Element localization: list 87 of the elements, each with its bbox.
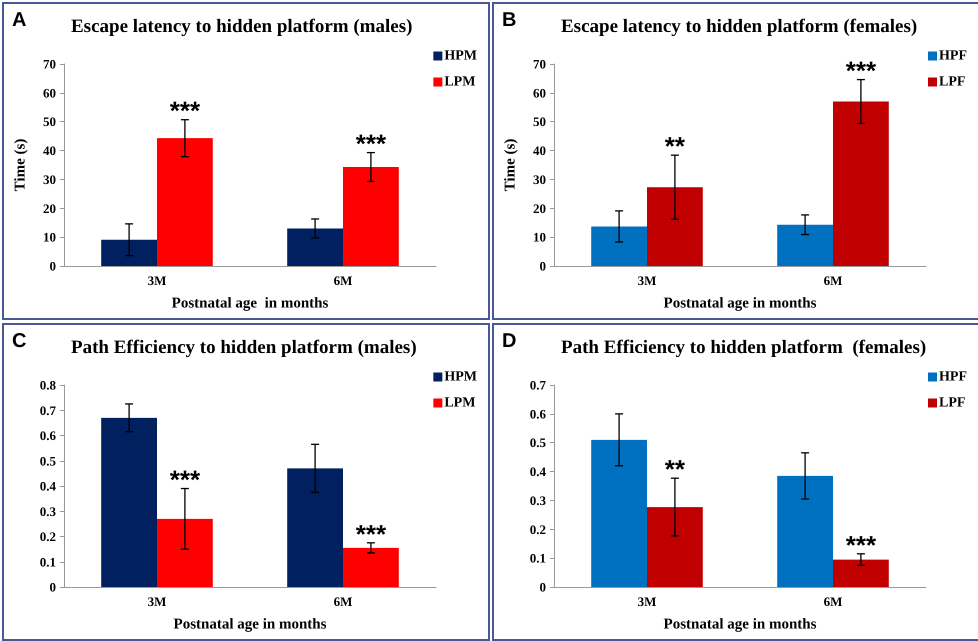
y-tick-label: 0.6 (530, 406, 546, 422)
bar (833, 102, 889, 266)
bar (647, 187, 703, 266)
y-tick-label: 0.5 (530, 435, 546, 450)
y-tick-label: 0.2 (40, 529, 56, 544)
annotation: ** (664, 454, 686, 484)
x-axis-title: Postnatal age in months (664, 616, 817, 632)
annotation: *** (846, 56, 877, 86)
y-tick-label: 0.2 (530, 522, 546, 537)
annotation: *** (846, 530, 877, 560)
y-tick-label: 60 (533, 85, 546, 100)
bar (157, 138, 213, 266)
x-tick-label: 6M (334, 594, 352, 609)
y-tick-label: 70 (43, 56, 56, 72)
y-tick-label: 40 (533, 143, 546, 158)
x-tick-label: 6M (824, 273, 842, 288)
y-tick-label: 30 (533, 172, 546, 187)
text: D (502, 330, 516, 352)
y-tick-label: 10 (533, 230, 546, 245)
y-tick-label: 0.6 (40, 428, 56, 443)
bar (157, 518, 213, 587)
y-tick-label: 0 (540, 258, 546, 274)
y-tick-label: 20 (533, 200, 546, 216)
annotation: *** (356, 128, 387, 159)
legend-label: LPF (939, 396, 966, 410)
bar (591, 440, 647, 587)
text: A (12, 9, 26, 31)
y-tick-label: 40 (43, 143, 56, 158)
annotation: *** (170, 464, 201, 495)
y-tick-label: 0.7 (530, 378, 546, 392)
y-axis-title: Time (s) (12, 138, 28, 192)
bar (287, 228, 343, 266)
y-tick-label: 0 (50, 258, 56, 274)
y-tick-label: 0.4 (40, 478, 56, 494)
y-tick-label: 50 (43, 114, 56, 130)
bar (777, 476, 833, 587)
x-tick-label: 3M (148, 594, 166, 609)
x-axis-title: Postnatal age in months (172, 296, 328, 312)
y-tick-label: 0.7 (40, 402, 56, 418)
bar (833, 560, 889, 587)
chart-title: Escape latency to hidden platform (females) (561, 16, 918, 37)
text: C (12, 330, 26, 352)
chart-title: Escape latency to hidden platform (males) (71, 16, 412, 37)
x-tick-label: 6M (334, 273, 352, 288)
y-tick-label: 0.4 (530, 464, 546, 480)
annotation: ** (664, 131, 686, 162)
bar (777, 224, 833, 266)
y-tick-label: 0.5 (40, 453, 56, 468)
text: B (502, 9, 516, 31)
annotation: *** (170, 96, 201, 126)
y-tick-label: 50 (533, 114, 546, 130)
y-tick-label: 0 (50, 580, 56, 594)
x-tick-label: 3M (638, 594, 656, 609)
y-tick-label: 10 (43, 230, 56, 245)
bar (287, 468, 343, 587)
chart-title: Path Efficiency to hidden platform (females) (561, 337, 926, 358)
y-tick-label: 30 (43, 172, 56, 187)
bar (101, 240, 157, 266)
legend-label: HPM (444, 48, 477, 64)
legend-label: LPM (444, 74, 476, 90)
bar (343, 548, 399, 587)
y-tick-label: 0.1 (40, 554, 56, 570)
x-axis-title: Postnatal age in months (664, 296, 817, 312)
y-tick-label: 20 (43, 200, 56, 216)
x-tick-label: 3M (638, 273, 656, 288)
legend-label: HPF (939, 48, 968, 64)
y-tick-label: 0.8 (40, 378, 56, 392)
x-axis-title: Postnatal age in months (174, 616, 327, 632)
y-tick-label: 0.3 (40, 504, 56, 519)
y-tick-label: 70 (533, 56, 546, 72)
bar (101, 418, 157, 587)
legend-label: HPF (939, 370, 968, 384)
y-axis-title: Time (s) (502, 138, 518, 192)
bar (591, 226, 647, 266)
x-tick-label: 3M (148, 273, 166, 288)
bar (343, 167, 399, 266)
y-tick-label: 0.3 (530, 492, 546, 508)
y-tick-label: 0 (540, 580, 546, 594)
legend-label: HPM (444, 370, 477, 384)
legend-label: LPF (939, 74, 966, 90)
annotation: *** (356, 518, 387, 549)
legend-label: LPM (444, 396, 476, 410)
y-tick-label: 0.1 (530, 550, 546, 566)
x-tick-label: 6M (824, 594, 842, 609)
y-tick-label: 60 (43, 85, 56, 100)
chart-title: Path Efficiency to hidden platform (males) (71, 337, 417, 358)
bar (647, 507, 703, 587)
